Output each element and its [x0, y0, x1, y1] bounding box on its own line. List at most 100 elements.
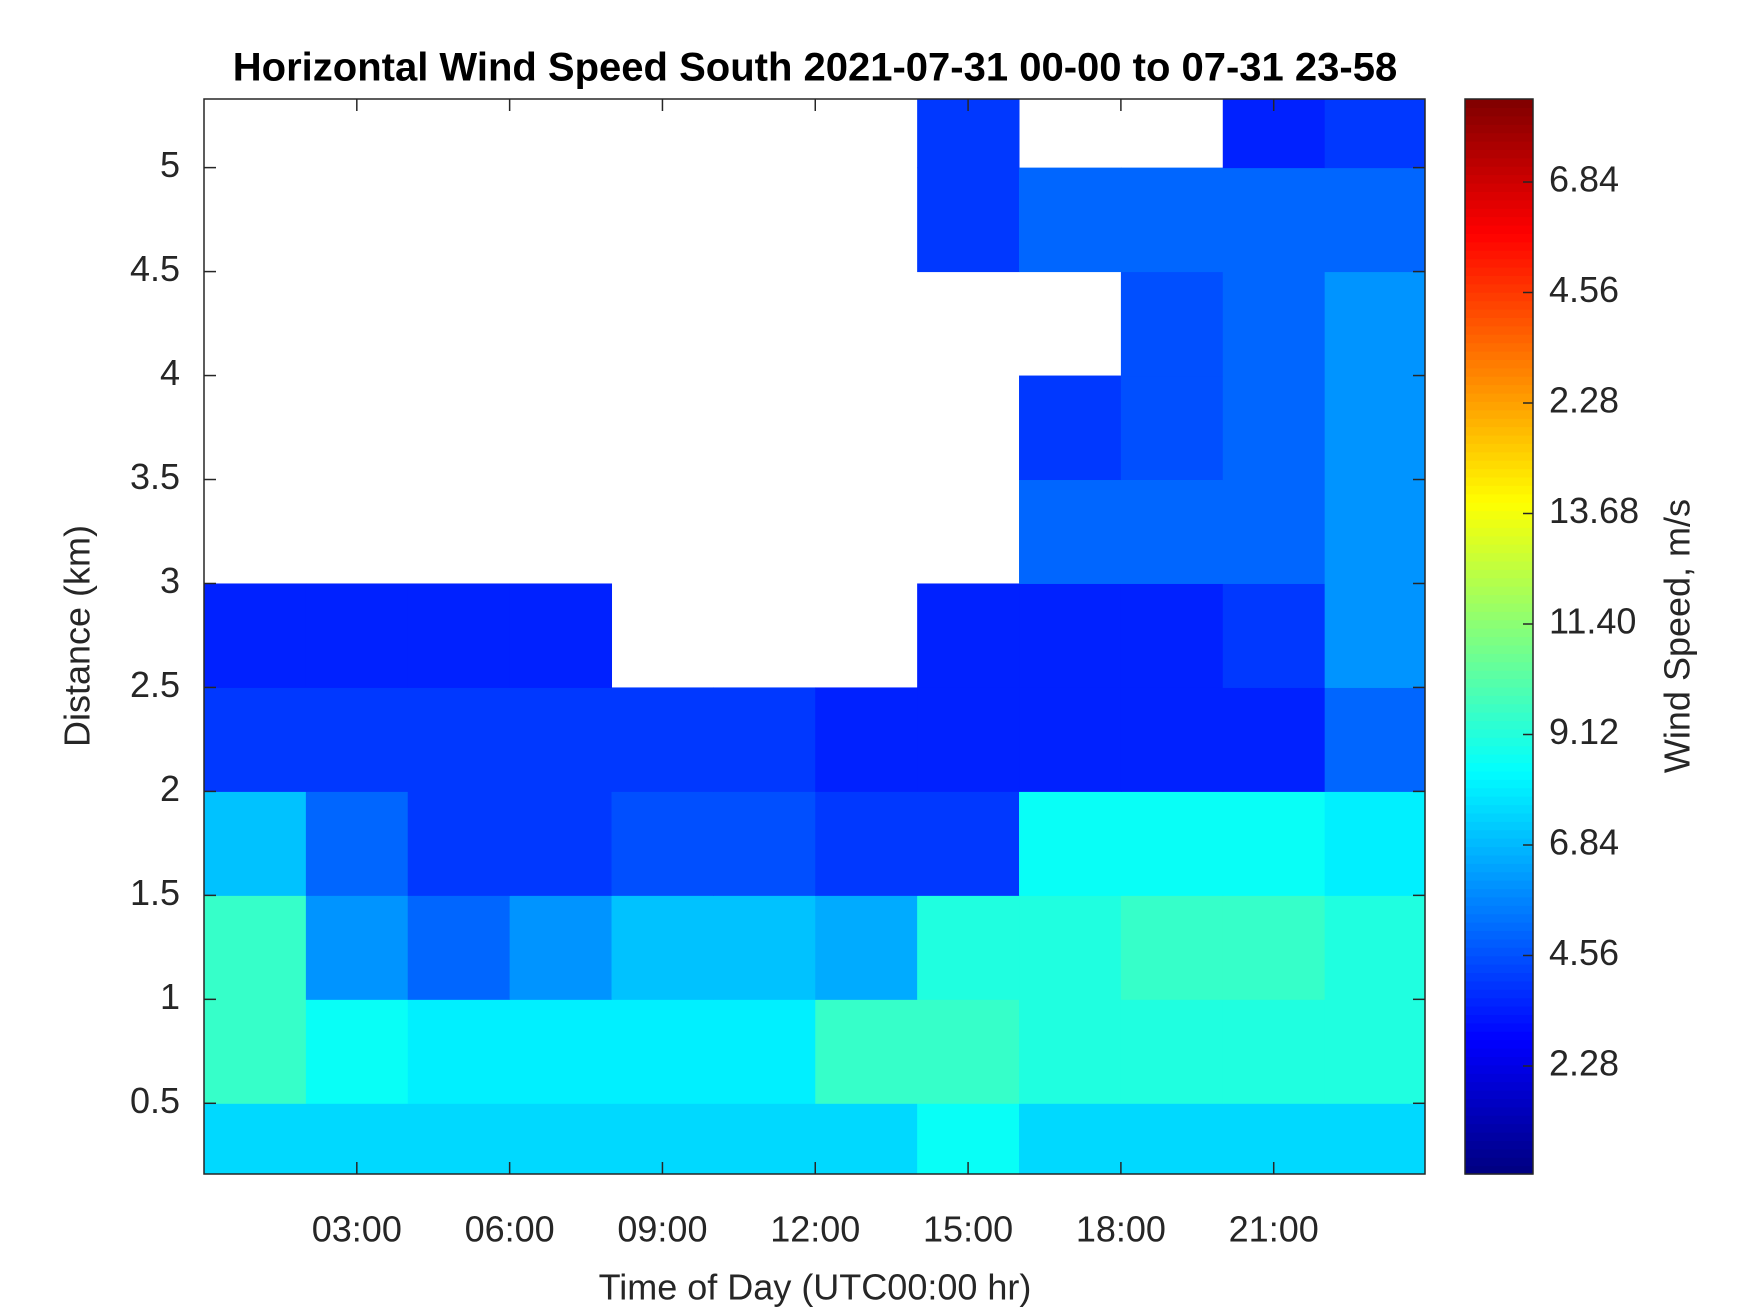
heat-cell: [1120, 271, 1224, 377]
colorbar-swatch: [1465, 367, 1533, 377]
colorbar-swatch: [1465, 1073, 1533, 1083]
heat-cell: [917, 583, 1020, 688]
colorbar-tick-label: 13.68: [1549, 490, 1639, 531]
x-tick-label: 15:00: [923, 1209, 1013, 1250]
heat-cell: [611, 791, 714, 896]
colorbar-swatch: [1465, 1022, 1533, 1032]
colorbar-swatch: [1465, 804, 1533, 814]
colorbar-tick-label: 9.12: [1549, 711, 1619, 752]
colorbar-swatch: [1465, 972, 1533, 982]
colorbar-swatch: [1465, 980, 1533, 990]
y-tick-label: 5: [160, 144, 180, 185]
colorbar-swatch: [1465, 502, 1533, 512]
heat-cell: [815, 687, 918, 792]
heat-cell: [1120, 687, 1224, 792]
x-tick-label: 18:00: [1076, 1209, 1166, 1250]
y-axis-label: Distance (km): [57, 525, 98, 747]
colorbar-tick-label: 11.40: [1549, 601, 1636, 642]
heat-cell: [407, 1103, 511, 1175]
x-tick-label: 21:00: [1229, 1209, 1319, 1250]
heat-cell: [509, 791, 613, 896]
colorbar-swatch: [1465, 628, 1533, 638]
colorbar-swatch: [1465, 107, 1533, 117]
heat-cell: [1324, 99, 1426, 169]
colorbar-swatch: [1465, 535, 1533, 545]
colorbar-swatch: [1465, 241, 1533, 251]
heat-cell: [305, 583, 409, 688]
heat-cell: [1324, 687, 1426, 792]
heat-cell: [1120, 895, 1224, 1000]
x-tick-label: 03:00: [312, 1209, 402, 1250]
heat-cell: [1324, 167, 1426, 273]
colorbar-swatch: [1465, 863, 1533, 873]
heat-cell: [1324, 895, 1426, 1000]
y-tick-label: 3.5: [130, 456, 180, 497]
colorbar-swatch: [1465, 275, 1533, 285]
colorbar-swatch: [1465, 1006, 1533, 1016]
colorbar-tick-label: 2.28: [1549, 380, 1619, 421]
colorbar-swatch: [1465, 166, 1533, 176]
heat-cell: [1019, 167, 1122, 273]
heat-cell: [1019, 895, 1122, 1000]
colorbar-swatch: [1465, 964, 1533, 974]
colorbar-tick-label: 6.84: [1549, 159, 1619, 200]
colorbar-swatch: [1465, 577, 1533, 587]
colorbar-swatch: [1465, 636, 1533, 646]
colorbar-swatch: [1465, 846, 1533, 856]
colorbar-swatch: [1465, 115, 1533, 125]
heat-cell: [1324, 375, 1426, 481]
heat-cell: [509, 999, 613, 1104]
heat-cell: [815, 999, 918, 1104]
heat-cell: [407, 791, 511, 896]
heat-cell: [509, 1103, 613, 1175]
colorbar-swatch: [1465, 1123, 1533, 1133]
y-tick-label: 0.5: [130, 1080, 180, 1121]
colorbar-swatch: [1465, 1056, 1533, 1066]
y-tick-label: 2.5: [130, 664, 180, 705]
x-axis-label: Time of Day (UTC00:00 hr): [599, 1267, 1032, 1308]
heat-cell: [1222, 791, 1326, 896]
colorbar-swatch: [1465, 308, 1533, 318]
heat-cell: [1120, 167, 1224, 273]
colorbar-swatch: [1465, 182, 1533, 192]
colorbar-swatch: [1465, 418, 1533, 428]
colorbar-swatch: [1465, 208, 1533, 218]
heat-cell: [1120, 999, 1224, 1104]
colorbar-swatch: [1465, 754, 1533, 764]
colorbar-swatch: [1465, 720, 1533, 730]
colorbar-swatch: [1465, 762, 1533, 772]
colorbar-swatch: [1465, 149, 1533, 159]
colorbar-swatch: [1465, 938, 1533, 948]
colorbar-swatch: [1465, 838, 1533, 848]
heat-cell: [204, 687, 307, 792]
colorbar-swatch: [1465, 476, 1533, 486]
colorbar-swatch: [1465, 821, 1533, 831]
colorbar-swatch: [1465, 384, 1533, 394]
heat-cell: [1120, 791, 1224, 896]
heat-cell: [509, 895, 613, 1000]
colorbar-swatch: [1465, 409, 1533, 419]
heat-cell: [713, 1103, 816, 1175]
x-tick-label: 06:00: [465, 1209, 555, 1250]
colorbar-swatch: [1465, 619, 1533, 629]
heat-cell: [917, 895, 1020, 1000]
heat-cell: [204, 999, 307, 1104]
colorbar-swatch: [1465, 199, 1533, 209]
colorbar-swatch: [1465, 266, 1533, 276]
colorbar-swatch: [1465, 258, 1533, 268]
heat-cell: [713, 999, 816, 1104]
colorbar-swatch: [1465, 552, 1533, 562]
colorbar-swatch: [1465, 569, 1533, 579]
colorbar-swatch: [1465, 518, 1533, 528]
heat-cell: [917, 167, 1020, 273]
heat-cell: [407, 895, 511, 1000]
colorbar-swatch: [1465, 1148, 1533, 1158]
colorbar-swatch: [1465, 174, 1533, 184]
heat-cell: [1222, 167, 1326, 273]
plot-frame: [203, 98, 1426, 1175]
heat-cell: [815, 1103, 918, 1175]
colorbar-swatch: [1465, 611, 1533, 621]
heat-cell: [1324, 1103, 1426, 1175]
heat-cell: [1120, 583, 1224, 688]
